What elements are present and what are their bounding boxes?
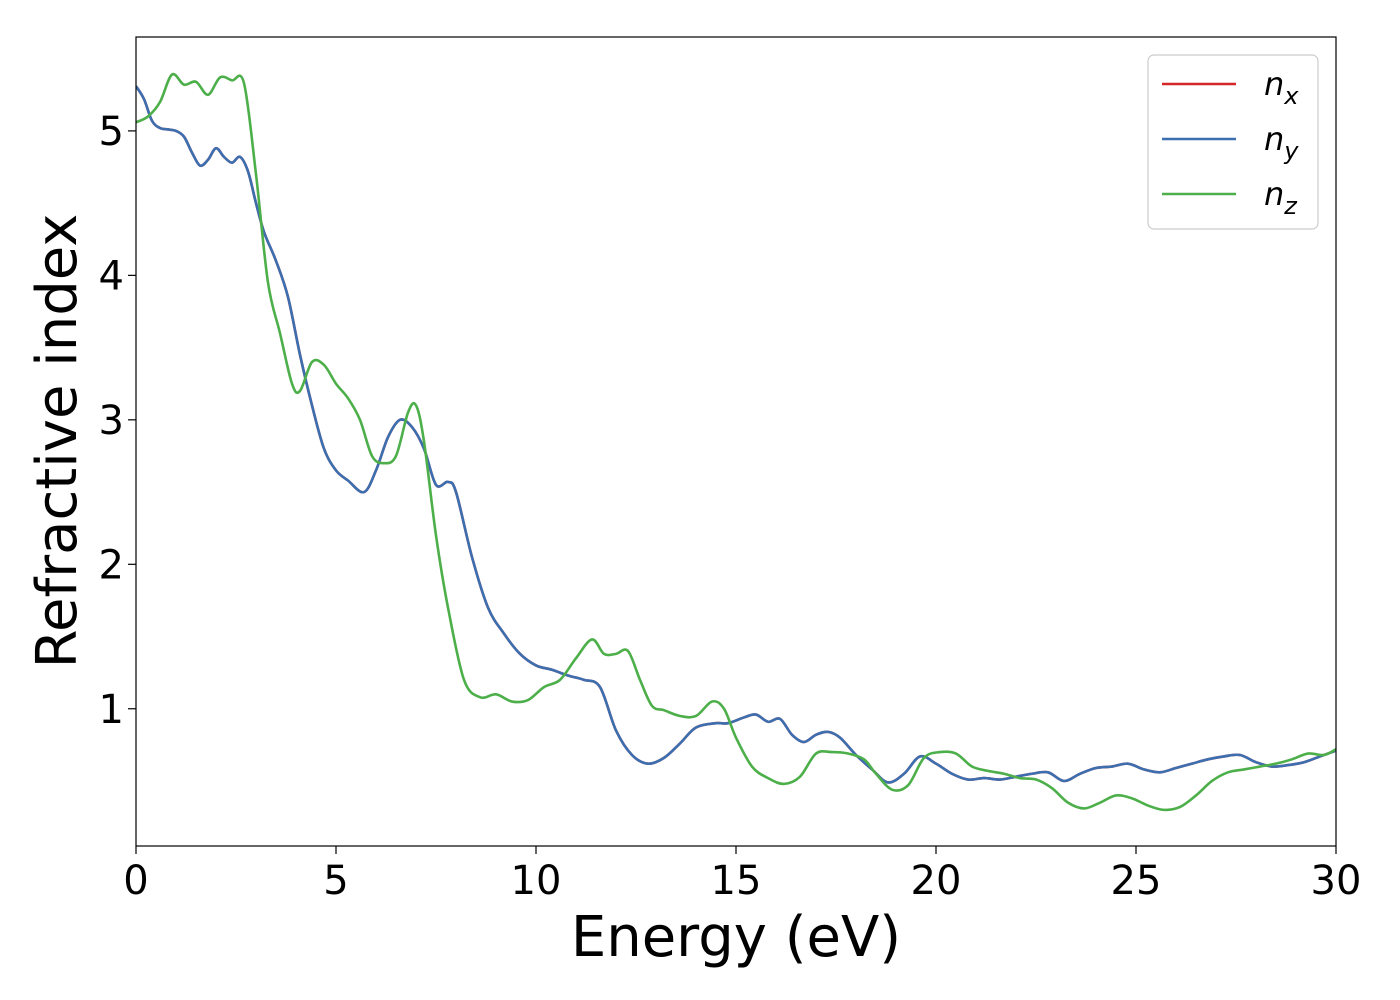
x-axis-label: Energy (eV) (571, 905, 901, 970)
x-tick-label: 15 (711, 858, 762, 904)
y-tick-label: 2 (99, 542, 124, 588)
legend-label-main: n (1264, 65, 1284, 103)
x-tick-label: 5 (323, 858, 348, 904)
x-tick-label: 30 (1311, 858, 1362, 904)
legend-box (1147, 54, 1319, 230)
x-axis: 0 5 10 15 20 25 30 (123, 846, 1361, 904)
legend-label-nx: nx (1264, 65, 1299, 110)
legend-label-main: n (1264, 120, 1284, 158)
y-axis-label: Refractive index (25, 214, 90, 669)
x-tick-label: 20 (911, 858, 962, 904)
legend-label-ny: ny (1264, 120, 1299, 165)
y-tick-label: 3 (99, 398, 124, 444)
x-tick-label: 25 (1111, 858, 1162, 904)
legend-label-nz: nz (1264, 175, 1298, 220)
y-axis: 1 2 3 4 5 (99, 109, 136, 733)
legend-label-subscript: z (1283, 192, 1298, 220)
y-tick-label: 4 (99, 253, 124, 299)
x-tick-label: 0 (123, 858, 148, 904)
series-line-nz (136, 72, 1336, 812)
series-layer (136, 72, 1336, 812)
y-tick-label: 1 (99, 687, 124, 733)
y-tick-label: 5 (99, 109, 124, 155)
legend-label-subscript: y (1283, 137, 1299, 165)
series-line-ny (136, 85, 1336, 784)
legend-label-subscript: x (1283, 82, 1299, 110)
x-tick-label: 10 (511, 858, 562, 904)
legend-label-main: n (1264, 175, 1284, 213)
